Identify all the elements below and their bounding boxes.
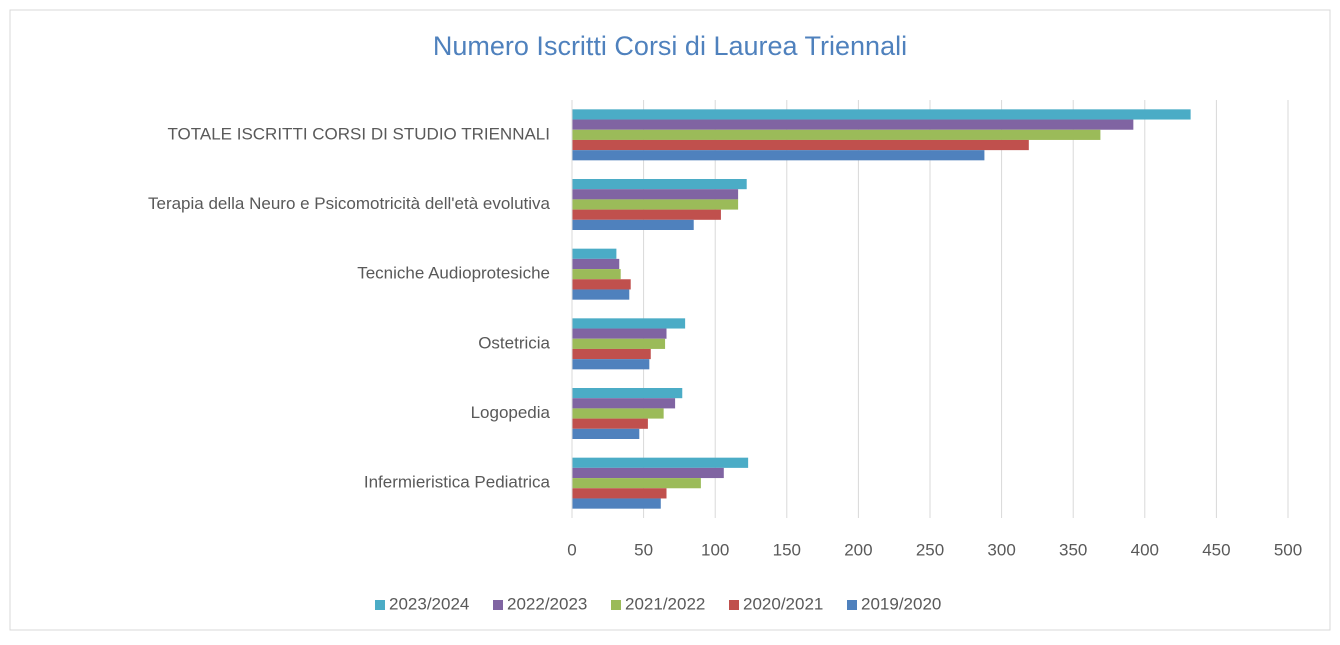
bar	[572, 338, 666, 349]
bar	[572, 408, 664, 419]
bar	[572, 248, 617, 259]
x-tick-label: 150	[773, 540, 801, 559]
chart-title: Numero Iscritti Corsi di Laurea Triennal…	[433, 31, 907, 61]
y-tick-label: Logopedia	[471, 403, 551, 422]
x-tick-label: 0	[567, 540, 576, 559]
legend-label: 2019/2020	[861, 594, 941, 613]
bar	[572, 428, 640, 439]
y-tick-label: TOTALE ISCRITTI CORSI DI STUDIO TRIENNAL…	[167, 124, 550, 143]
legend-swatch	[729, 600, 739, 610]
bar	[572, 150, 985, 161]
x-tick-label: 500	[1274, 540, 1302, 559]
y-tick-label: Terapia della Neuro e Psicomotricità del…	[148, 194, 551, 213]
bar	[572, 348, 651, 360]
bar	[572, 388, 683, 399]
bar	[572, 199, 739, 210]
legend-swatch	[847, 600, 857, 610]
bar	[572, 467, 724, 479]
bar	[572, 109, 1191, 120]
bar	[572, 279, 631, 290]
bar	[572, 258, 620, 270]
bar	[572, 129, 1101, 140]
bar	[572, 457, 749, 468]
bar	[572, 289, 630, 300]
bar	[572, 318, 686, 329]
x-tick-label: 400	[1131, 540, 1159, 559]
x-tick-label: 50	[634, 540, 653, 559]
bar	[572, 498, 661, 509]
bar	[572, 398, 676, 409]
x-tick-label: 200	[844, 540, 872, 559]
y-tick-label: Infermieristica Pediatrica	[364, 473, 551, 492]
bar	[572, 269, 621, 280]
x-tick-label: 250	[916, 540, 944, 559]
legend-swatch	[611, 600, 621, 610]
bar	[572, 328, 667, 339]
x-tick-label: 300	[987, 540, 1015, 559]
y-tick-label: Tecniche Audioprotesiche	[357, 264, 550, 283]
legend-label: 2021/2022	[625, 594, 705, 613]
bar	[572, 359, 650, 370]
legend-swatch	[493, 600, 503, 610]
x-tick-label: 350	[1059, 540, 1087, 559]
x-tick-label: 450	[1202, 540, 1230, 559]
legend-label: 2020/2021	[743, 594, 823, 613]
bar	[572, 219, 694, 230]
legend-swatch	[375, 600, 385, 610]
bar	[572, 488, 667, 499]
legend-label: 2023/2024	[389, 594, 469, 613]
bar	[572, 189, 739, 200]
x-tick-label: 100	[701, 540, 729, 559]
bar	[572, 139, 1029, 151]
legend-label: 2022/2023	[507, 594, 587, 613]
bar	[572, 418, 648, 429]
bar	[572, 119, 1134, 130]
y-tick-label: Ostetricia	[478, 333, 550, 352]
bar	[572, 478, 701, 489]
bar	[572, 209, 721, 220]
bar	[572, 179, 747, 190]
